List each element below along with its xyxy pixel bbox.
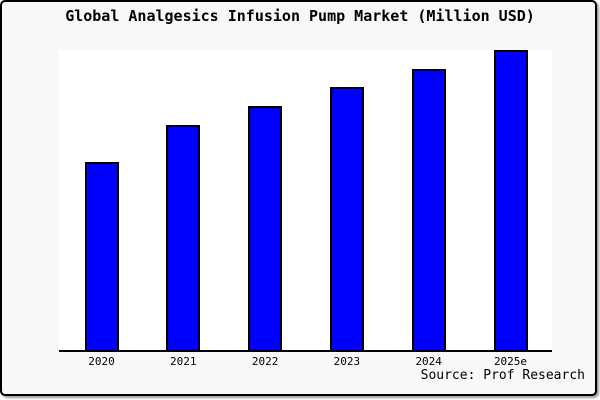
bar-2022 — [248, 105, 283, 350]
chart-title: Global Analgesics Infusion Pump Market (… — [65, 7, 535, 25]
tick-label-2024: 2024 — [415, 355, 442, 368]
bar-2023 — [329, 86, 364, 350]
plot-area — [59, 50, 552, 352]
tick-label-2022: 2022 — [251, 355, 279, 368]
bar-2024 — [411, 68, 446, 350]
bar-2021 — [166, 125, 201, 350]
tick-label-2023: 2023 — [333, 355, 361, 368]
tick-label-2020: 2020 — [88, 355, 115, 368]
x-axis-tick-labels: 2020 2021 2022 2023 2024 2025e — [59, 355, 552, 369]
bar-2025e — [493, 50, 528, 350]
source-note: Source: Prof Research — [420, 368, 585, 383]
bar-2020 — [84, 161, 119, 350]
tick-label-2021: 2021 — [170, 355, 197, 368]
tick-label-2025e: 2025e — [493, 355, 528, 368]
